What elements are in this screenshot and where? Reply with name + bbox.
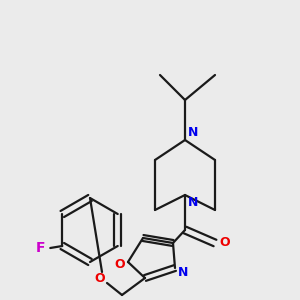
Text: O: O [220, 236, 230, 250]
Text: O: O [95, 272, 105, 284]
Text: F: F [35, 241, 45, 255]
Text: N: N [188, 196, 198, 209]
Text: N: N [178, 266, 188, 280]
Text: O: O [115, 257, 125, 271]
Text: N: N [188, 125, 198, 139]
